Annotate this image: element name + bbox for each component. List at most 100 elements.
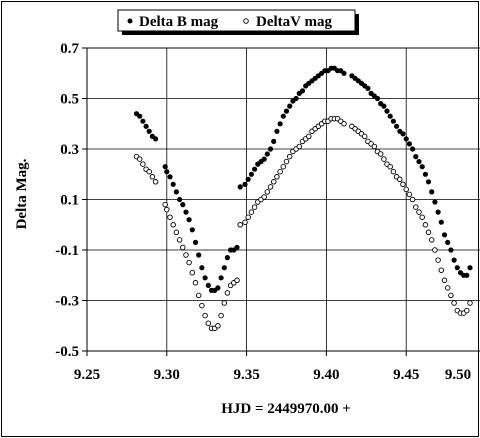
delta-v-point <box>419 214 425 220</box>
delta-b-point <box>224 255 230 261</box>
delta-b-point <box>146 128 152 134</box>
delta-v-point <box>464 307 470 314</box>
delta-v-point <box>180 244 186 251</box>
y-tick-label: -0.3 <box>55 294 79 310</box>
series-delta-b <box>133 65 473 293</box>
delta-b-point <box>261 156 267 162</box>
grid <box>86 47 480 352</box>
delta-b-point <box>432 199 438 205</box>
delta-b-point <box>271 138 277 144</box>
delta-v-point <box>416 209 422 215</box>
delta-v-point <box>425 229 432 236</box>
delta-b-point <box>164 169 170 175</box>
delta-b-point <box>410 146 416 152</box>
series-layer <box>133 65 473 332</box>
delta-b-point <box>429 189 435 195</box>
delta-v-point <box>377 151 384 157</box>
y-tick-label: 0.7 <box>60 41 79 57</box>
delta-v-point <box>403 186 409 193</box>
delta-b-point <box>464 272 470 278</box>
delta-v-point <box>164 206 170 213</box>
delta-b-point <box>283 108 290 114</box>
delta-v-point <box>400 181 406 188</box>
delta-v-point <box>218 312 224 319</box>
delta-b-point <box>390 118 396 124</box>
delta-v-point <box>306 133 312 140</box>
delta-b-point <box>245 176 251 182</box>
delta-v-point <box>413 204 419 210</box>
delta-b-point <box>438 219 444 225</box>
delta-v-point <box>286 153 293 160</box>
delta-b-point <box>419 164 425 170</box>
delta-v-point <box>242 219 248 225</box>
delta-v-point <box>173 229 180 236</box>
delta-b-point <box>186 217 192 223</box>
delta-v-point <box>199 302 205 309</box>
delta-b-point <box>192 239 199 245</box>
delta-b-point <box>218 275 224 281</box>
delta-v-point <box>140 161 146 167</box>
delta-b-point <box>435 209 441 215</box>
delta-b-point <box>293 95 299 102</box>
delta-b-point <box>341 70 347 76</box>
delta-b-point <box>441 232 448 238</box>
x-tick-label: 9.35 <box>233 367 259 383</box>
legend-box <box>117 9 356 32</box>
delta-v-point <box>390 168 397 175</box>
delta-v-point <box>296 143 303 150</box>
delta-b-point <box>277 121 283 127</box>
delta-v-point <box>251 204 258 210</box>
x-tick-label: 9.45 <box>393 367 419 383</box>
delta-b-point <box>445 239 451 245</box>
delta-v-point <box>261 194 267 200</box>
delta-v-point <box>371 143 378 150</box>
delta-v-point <box>432 247 438 253</box>
delta-b-point <box>406 141 412 147</box>
delta-b-point <box>234 244 240 251</box>
delta-v-point <box>441 277 448 284</box>
x-tick-label: 9.25 <box>74 367 100 383</box>
delta-v-point <box>277 168 283 175</box>
delta-b-point <box>387 113 393 119</box>
x-axis-title: HJD = 2449970.00 + <box>221 401 351 417</box>
delta-v-point <box>149 174 156 180</box>
delta-b-point <box>448 247 454 253</box>
delta-v-point <box>162 201 168 208</box>
delta-v-point <box>202 312 208 319</box>
x-tick-label: 9.30 <box>154 367 180 383</box>
series-delta-v <box>133 115 473 332</box>
tick-labels: 0.7 0.5 0.3 0.1 -0.1 -0.3 -0.5 9.25 9.30 9.35 9.40… <box>55 41 471 383</box>
delta-v-point <box>167 214 173 220</box>
delta-b-point <box>400 131 406 137</box>
delta-v-point <box>267 184 274 190</box>
delta-v-point <box>387 163 393 170</box>
delta-b-point <box>242 181 248 187</box>
delta-v-point <box>435 257 441 263</box>
delta-b-point <box>416 159 422 165</box>
delta-b-point <box>374 95 381 102</box>
delta-v-point <box>186 259 192 266</box>
delta-b-point <box>202 275 208 281</box>
delta-b-point <box>454 265 460 271</box>
delta-b-point <box>280 113 286 119</box>
delta-v-point <box>381 156 387 162</box>
delta-v-point <box>448 292 454 299</box>
delta-b-point <box>215 285 221 291</box>
delta-b-point <box>413 154 419 160</box>
delta-v-point <box>280 163 287 170</box>
delta-v-point <box>422 222 429 228</box>
delta-b-point <box>137 113 143 119</box>
delta-v-point <box>270 179 277 185</box>
delta-b-point <box>199 265 205 271</box>
delta-v-point <box>274 174 280 180</box>
delta-b-point <box>384 108 390 114</box>
delta-v-point <box>189 269 196 276</box>
delta-b-point <box>140 118 146 124</box>
delta-v-point <box>146 168 152 175</box>
x-tick-label: 9.40 <box>313 367 339 383</box>
delta-b-point <box>422 171 428 177</box>
legend-marker-delta-b <box>127 18 133 24</box>
delta-b-point <box>394 123 400 129</box>
y-axis-title: Delta Mag. <box>14 158 30 229</box>
